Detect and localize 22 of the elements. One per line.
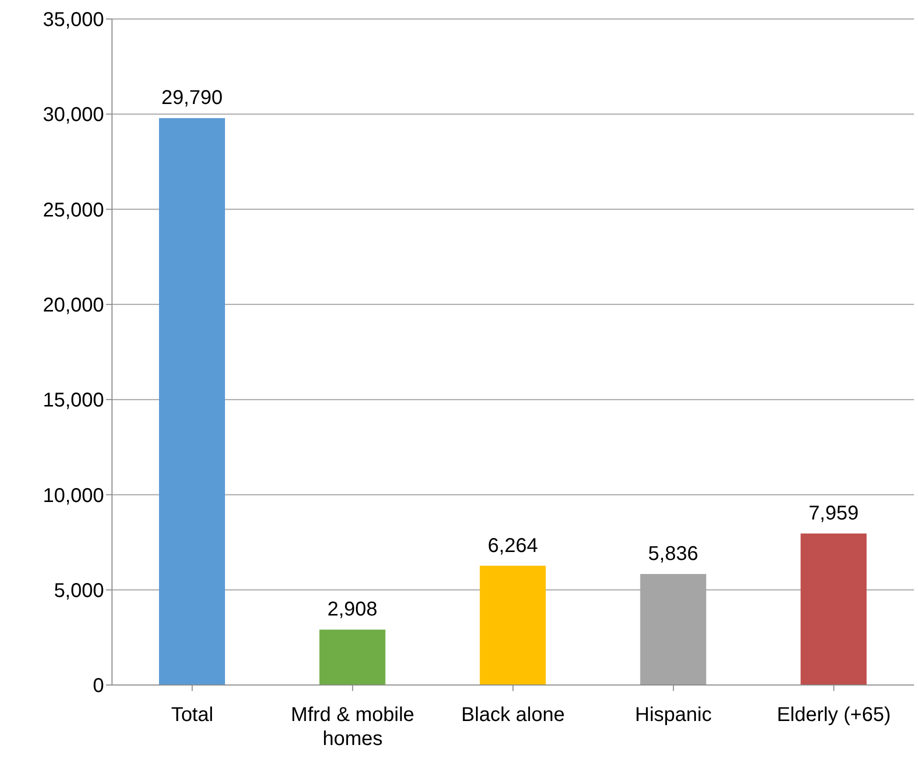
bar: [319, 630, 386, 685]
bar: [480, 566, 546, 685]
data-label: 6,264: [488, 534, 538, 557]
y-tick-label: 25,000: [42, 199, 104, 222]
data-label: 7,959: [808, 502, 859, 525]
y-tick-label: 35,000: [42, 9, 104, 32]
x-tick-label: Total: [171, 704, 214, 726]
bar: [159, 118, 225, 685]
x-tick-label: Elderly (+65): [776, 704, 891, 726]
y-tick-label: 20,000: [42, 294, 104, 317]
bar: [800, 534, 867, 685]
data-label: 29,790: [161, 87, 223, 110]
x-tick-label: Black alone: [461, 704, 565, 726]
y-tick-label: 30,000: [42, 104, 104, 126]
data-label: 5,836: [648, 542, 698, 565]
y-tick-label: 0: [92, 675, 104, 698]
x-tick-label: Mfrd & mobile homes: [290, 704, 414, 750]
x-tick-label: Hispanic: [635, 704, 712, 726]
y-tick-label: 10,000: [42, 484, 104, 507]
data-label: 2,908: [327, 598, 378, 621]
y-tick-label: 5,000: [54, 580, 104, 602]
y-tick-label: 15,000: [42, 390, 104, 412]
